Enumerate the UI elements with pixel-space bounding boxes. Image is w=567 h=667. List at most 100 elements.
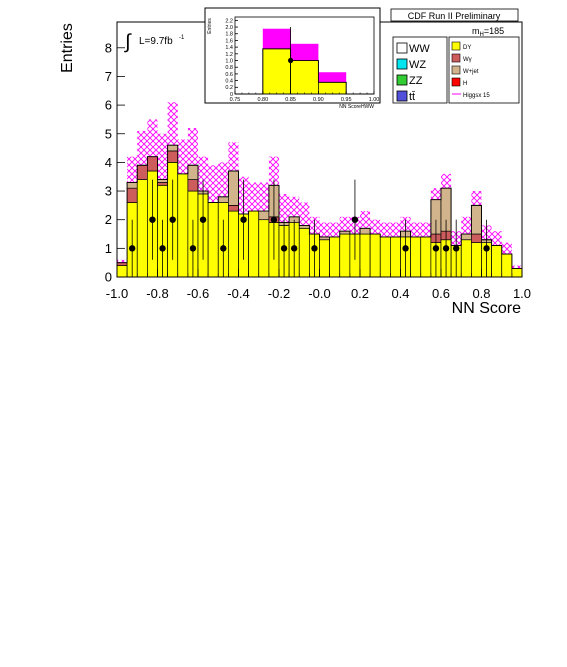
signal-bin-32 xyxy=(441,173,452,189)
y-tick-label-1-6: 1.6 xyxy=(225,38,233,44)
y-tick-label-1-8: 1.8 xyxy=(225,32,233,38)
x-tick-label-0-2: 0.2 xyxy=(351,286,369,301)
y-tick-label-5: 5 xyxy=(105,126,112,141)
x-tick-label-0-0: -0.0 xyxy=(308,286,330,301)
x-tick-label-0-95: 0.95 xyxy=(341,97,352,103)
main-histogram-stack xyxy=(116,102,523,278)
signal-bin-15 xyxy=(268,156,279,186)
y-tick-label-0: 0 xyxy=(230,92,233,98)
data-point-11 xyxy=(311,245,318,252)
signal-bin-13 xyxy=(248,182,259,212)
signal-bin-30 xyxy=(420,222,431,237)
legend-box-right xyxy=(448,36,520,104)
bar-dy-bin-18 xyxy=(298,227,310,278)
legend-swatch-dy xyxy=(451,41,461,51)
signal-bin-1 xyxy=(127,156,138,183)
bar-dy-bin-3 xyxy=(318,81,347,95)
legend-label-dy: DY xyxy=(463,45,471,51)
signal-bin-22 xyxy=(339,216,350,232)
legend-swatch-wjet xyxy=(451,65,461,75)
bar-dy-bin-0 xyxy=(116,265,128,278)
bar-dy-bin-35 xyxy=(471,242,482,278)
legend-right-entries: DY Wγ W+jet H Higgsx 15 xyxy=(451,41,490,99)
y-tick-label-1-4: 1.4 xyxy=(225,45,233,51)
signal-bin-35 xyxy=(471,191,482,206)
bar-dy-bin-22 xyxy=(339,233,351,278)
bar-dy-bin-2 xyxy=(136,179,148,278)
bar-w-bin-7 xyxy=(187,179,199,192)
signal-bin-27 xyxy=(390,222,401,237)
data-point-17 xyxy=(483,245,490,252)
legend-label-ww: WW xyxy=(409,43,430,55)
x-tick-label-0-85: 0.85 xyxy=(285,97,296,103)
main-y-axis: 0 1 2 3 4 5 6 7 8 xyxy=(105,40,125,285)
legend-label-h: H xyxy=(463,81,467,87)
data-point-6 xyxy=(220,245,227,252)
bar-dy-bin-27 xyxy=(390,236,401,278)
main-data-points xyxy=(128,179,490,277)
legend-swatch-wgamma xyxy=(451,53,461,63)
signal-bin-29 xyxy=(410,222,421,237)
inset-data-point xyxy=(288,27,294,94)
data-point-10 xyxy=(290,245,298,252)
signal-bin-25 xyxy=(370,219,381,235)
y-tick-label-2-2: 2.2 xyxy=(225,18,233,24)
bar-w-jet-bin-10 xyxy=(217,196,229,203)
y-tick-label-0-2: 0.2 xyxy=(225,85,233,91)
x-tick-label-1-00: 1.00 xyxy=(369,97,380,103)
y-tick-label-7: 7 xyxy=(105,69,112,84)
x-tick-label-0-75: 0.75 xyxy=(230,97,241,103)
legend-label-wz: WZ xyxy=(409,59,426,71)
inset-x-axis-title: NN ScoreHWW xyxy=(339,104,374,110)
bar-dy-bin-39 xyxy=(511,268,523,278)
signal-bin-37 xyxy=(491,231,502,246)
signal-bin-2 xyxy=(137,130,148,166)
bar-w-bin-1 xyxy=(126,187,138,203)
main-x-axis: -1.0 -0.8 -0.6 -0.4 -0.2 -0.0 0.2 0.4 0.6 0.8 1.0 xyxy=(106,269,531,301)
data-point-13 xyxy=(402,245,409,252)
data-point-15 xyxy=(442,245,450,252)
data-point-0 xyxy=(288,57,294,64)
legend-swatch-ww xyxy=(396,42,408,54)
stack-outline xyxy=(235,48,374,95)
signal-bin-24 xyxy=(360,211,371,229)
x-tick-label-0-8: 0.8 xyxy=(472,286,490,301)
signal-bin-2 xyxy=(290,43,319,61)
bar-dy-bin-20 xyxy=(319,239,330,278)
signal-bin-4 xyxy=(157,133,168,180)
x-tick-label-0-4: 0.4 xyxy=(391,286,409,301)
signal-bin-11 xyxy=(228,142,239,171)
x-tick-label-0-4: -0.4 xyxy=(227,286,249,301)
y-tick-label-6: 6 xyxy=(105,98,112,113)
x-tick-label-0-6: -0.6 xyxy=(187,286,209,301)
y-tick-label-0-8: 0.8 xyxy=(225,65,233,71)
x-tick-label-0-90: 0.90 xyxy=(313,97,324,103)
bar-dy-bin-24 xyxy=(359,233,371,278)
signal-bin-20 xyxy=(319,222,330,237)
signal-bin-0 xyxy=(117,259,128,263)
y-tick-label-2: 2 xyxy=(105,212,112,227)
signal-bin-14 xyxy=(258,182,269,212)
bar-w-bin-3 xyxy=(147,156,158,172)
y-tick-label-4: 4 xyxy=(105,155,112,170)
bar-w-jet-bin-24 xyxy=(359,227,371,235)
higgs-mass-label: mH=185 xyxy=(472,26,504,38)
legend-label-wjet: W+jet xyxy=(463,69,479,75)
x-axis-title: NN Score xyxy=(452,300,521,317)
bar-dy-bin-29 xyxy=(410,236,422,278)
bar-dy-bin-26 xyxy=(379,236,391,278)
signal-bin-6 xyxy=(177,139,188,174)
bar-dy-bin-38 xyxy=(501,253,513,278)
inset-y-axis: 00.20.40.60.81.01.21.41.61.82.02.2 xyxy=(225,18,238,98)
bar-dy-bin-9 xyxy=(207,202,219,278)
x-tick-label-0-8: -0.8 xyxy=(146,286,168,301)
bar-w-bin-11 xyxy=(228,205,239,212)
y-axis-title: Entries xyxy=(59,23,76,73)
data-point-7 xyxy=(240,216,247,223)
bar-w-bin-4 xyxy=(157,182,168,186)
bar-dy-bin-21 xyxy=(329,236,341,278)
data-point-3 xyxy=(169,216,176,223)
signal-bin-16 xyxy=(279,193,290,223)
x-tick-label-1-0: 1.0 xyxy=(513,286,531,301)
